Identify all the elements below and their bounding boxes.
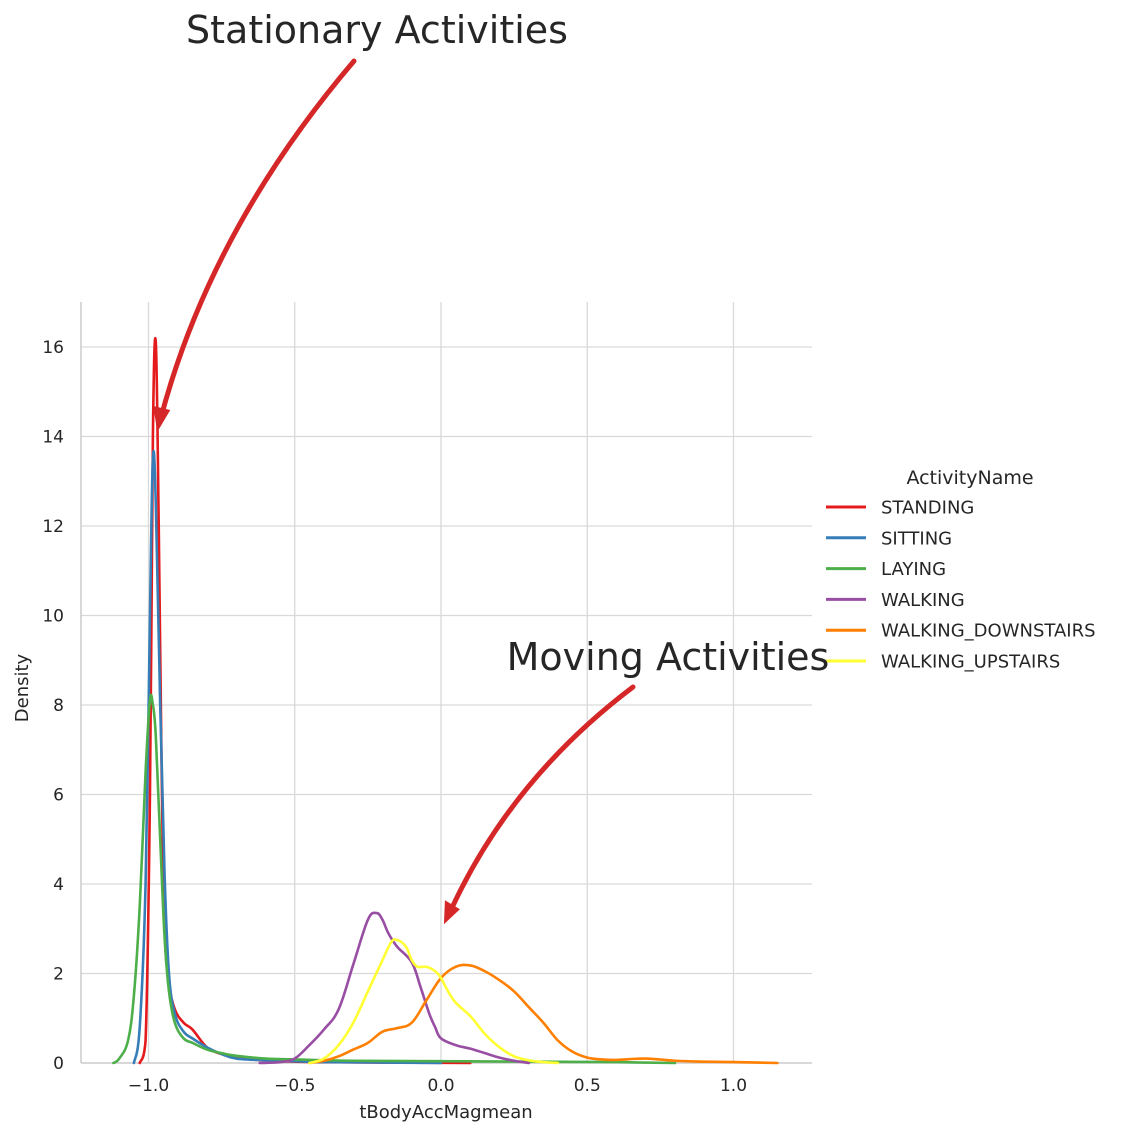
y-tick-label: 0	[53, 1054, 64, 1074]
grid	[81, 302, 812, 1063]
y-tick-label: 2	[53, 965, 64, 985]
legend-label: WALKING_DOWNSTAIRS	[881, 621, 1096, 642]
legend-label: WALKING	[881, 590, 965, 611]
legend-title: ActivityName	[906, 467, 1033, 489]
kde-curve-sitting	[132, 449, 443, 1065]
x-tick-label: 0.0	[427, 1076, 454, 1096]
annotation-moving-activities: Moving Activities	[507, 635, 830, 679]
annotation-arrow-moving	[447, 684, 636, 915]
axes-spines	[80, 302, 812, 1064]
annotation-arrowhead-moving	[443, 900, 460, 925]
legend-label: LAYING	[881, 559, 946, 580]
x-tick-label: 0.5	[574, 1076, 601, 1096]
x-axis-label: tBodyAccMagmean	[359, 1102, 532, 1123]
y-ticks: 0 2 4 6 8 10 12 14 16	[42, 338, 64, 1074]
kde-curves	[112, 336, 779, 1065]
annotation-stationary-activities: Stationary Activities	[186, 8, 568, 52]
legend: ActivityName STANDING SITTING LAYING WALKIN…	[826, 467, 1096, 673]
legend-label: WALKING_UPSTAIRS	[881, 652, 1060, 673]
kde-curve-standing	[138, 336, 472, 1065]
y-tick-label: 16	[42, 338, 64, 358]
annotations: Stationary Activities Moving Activities	[153, 8, 830, 925]
kde-curve-walking	[258, 911, 531, 1065]
legend-label: STANDING	[881, 498, 974, 519]
x-tick-label: −1.0	[128, 1076, 169, 1096]
x-tick-label: 1.0	[720, 1076, 747, 1096]
kde-curve-walking-upstairs	[308, 938, 560, 1065]
x-ticks: −1.0 −0.5 0.0 0.5 1.0	[128, 1076, 747, 1096]
y-tick-label: 8	[53, 696, 64, 716]
kde-curve-laying	[112, 693, 677, 1065]
y-tick-label: 14	[42, 428, 64, 448]
legend-label: SITTING	[881, 528, 952, 549]
x-tick-label: −0.5	[274, 1076, 315, 1096]
kde-curve-walking-downstairs	[308, 963, 779, 1065]
y-tick-label: 12	[42, 517, 64, 537]
y-tick-label: 10	[42, 607, 64, 627]
y-axis-label: Density	[12, 653, 33, 722]
y-tick-label: 4	[53, 875, 64, 895]
annotation-arrow-stationary	[157, 58, 357, 423]
y-tick-label: 6	[53, 786, 64, 806]
annotation-arrowhead-stationary	[153, 406, 171, 433]
